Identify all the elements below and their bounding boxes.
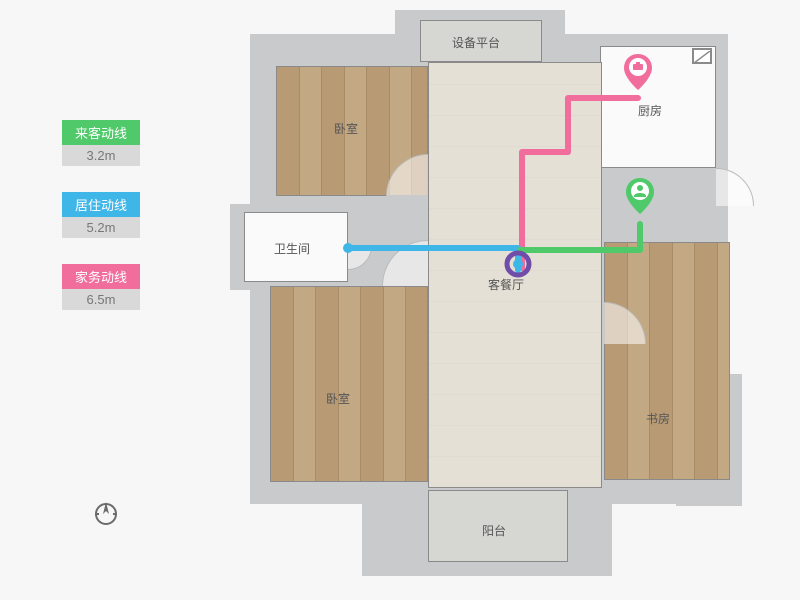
door-arc (348, 246, 372, 270)
legend-value-living: 5.2m (62, 217, 140, 238)
room-label-balcony: 阳台 (482, 522, 506, 539)
door-arc (382, 240, 428, 286)
room-label-living: 客餐厅 (488, 276, 524, 293)
legend-item-chores: 家务动线 6.5m (62, 264, 140, 310)
legend-label-guest: 来客动线 (62, 120, 140, 145)
room-label-study: 书房 (646, 410, 670, 427)
kitchen-pin-icon (624, 54, 652, 90)
room-label-kitchen: 厨房 (638, 102, 662, 119)
room-living (428, 62, 602, 488)
door-arc (386, 154, 428, 196)
room-study (604, 242, 730, 480)
room-label-bed2: 卧室 (326, 390, 350, 407)
room-label-bed1: 卧室 (334, 120, 358, 137)
compass-icon (92, 500, 120, 528)
room-label-bath: 卫生间 (274, 240, 310, 257)
legend-value-guest: 3.2m (62, 145, 140, 166)
legend-value-chores: 6.5m (62, 289, 140, 310)
room-bed2 (270, 286, 428, 482)
legend-label-living: 居住动线 (62, 192, 140, 217)
entry-pin-icon (626, 178, 654, 214)
door-arc (604, 302, 646, 344)
door-arc (716, 168, 754, 206)
room-label-equip: 设备平台 (452, 34, 500, 51)
legend: 来客动线 3.2m 居住动线 5.2m 家务动线 6.5m (62, 120, 140, 336)
floorplan: 设备平台厨房卧室客餐厅卫生间卧室书房阳台 (230, 10, 750, 590)
legend-label-chores: 家务动线 (62, 264, 140, 289)
legend-item-living: 居住动线 5.2m (62, 192, 140, 238)
legend-item-guest: 来客动线 3.2m (62, 120, 140, 166)
window-icon (692, 48, 712, 64)
